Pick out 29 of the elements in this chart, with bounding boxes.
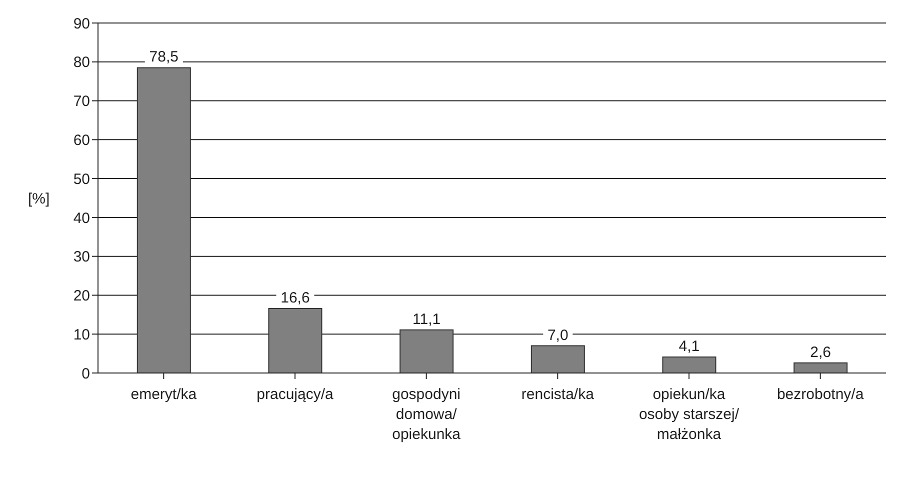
data-label: 16,6 [280, 289, 310, 306]
x-tick-label: opiekun/ka osoby starszej/ małżonka [638, 386, 740, 443]
bar [136, 67, 191, 373]
x-tick-label: bezrobotny/a [776, 386, 864, 403]
y-tick-label: 80 [73, 54, 90, 72]
data-label: 11,1 [412, 310, 441, 328]
data-label: 4,1 [678, 338, 700, 356]
y-tick-label: 20 [73, 288, 90, 305]
bar [662, 356, 716, 373]
y-tick-label: 0 [82, 365, 90, 382]
x-tick-label: gospodyni domowa/ opiekunka [392, 386, 462, 443]
bar [794, 362, 848, 373]
bar [400, 329, 454, 373]
y-tick-label: 70 [73, 93, 90, 110]
y-tick-label: 90 [73, 15, 90, 32]
y-axis-title: [%] [28, 190, 50, 208]
data-label: 78,5 [149, 48, 178, 66]
y-tick-label: 40 [73, 210, 90, 227]
y-tick-label: 10 [73, 326, 90, 344]
y-tick-label: 30 [73, 248, 90, 266]
y-tick-label: 60 [73, 132, 90, 149]
x-tick-label: rencista/ka [521, 386, 595, 403]
bar [530, 345, 585, 373]
data-label: 7,0 [547, 326, 568, 344]
y-tick-label: 50 [73, 170, 90, 188]
x-tick-label: pracujący/a [256, 386, 334, 403]
x-tick-label: emeryt/ka [130, 386, 198, 403]
data-label: 2,6 [810, 344, 831, 361]
bar [268, 308, 322, 373]
